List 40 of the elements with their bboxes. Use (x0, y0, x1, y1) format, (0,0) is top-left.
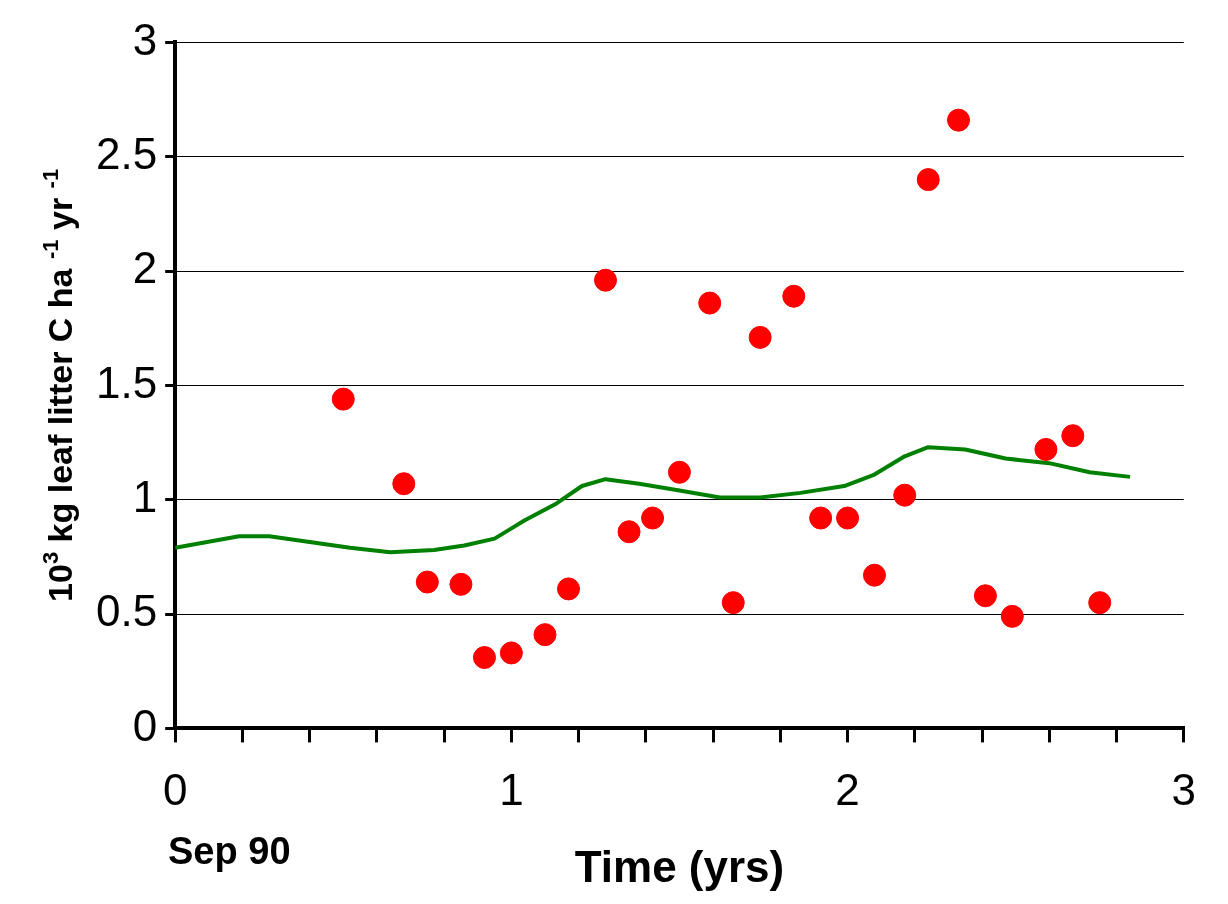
point (1088, 591, 1112, 615)
point (721, 591, 745, 615)
point (947, 108, 971, 132)
point (1061, 424, 1085, 448)
point (916, 168, 940, 192)
y-tick-label: 3 (132, 14, 158, 64)
point (449, 572, 473, 596)
point (557, 577, 581, 601)
point (331, 387, 355, 411)
x-tick-label: 1 (499, 764, 524, 814)
point (617, 520, 641, 544)
point (415, 570, 439, 594)
point (594, 268, 617, 292)
point (862, 563, 886, 587)
y-axis-title: 103 kg leaf litter C ha -1 yr -1 (38, 168, 79, 602)
point (973, 584, 997, 608)
point (836, 506, 860, 530)
point (667, 460, 691, 484)
x-tick-label: 3 (1171, 764, 1197, 814)
point (809, 506, 833, 530)
point (641, 506, 665, 530)
y-tick-label: 1.5 (95, 357, 158, 407)
point (893, 483, 917, 507)
point (748, 325, 772, 349)
x-axis-title: Time (yrs) (574, 841, 785, 891)
point (1034, 437, 1058, 461)
point (782, 284, 806, 308)
point (533, 623, 557, 647)
point (499, 641, 523, 665)
point (1000, 604, 1024, 628)
y-tick-label: 2.5 (95, 128, 158, 178)
y-tick-label: 0.5 (95, 586, 158, 636)
y-tick-label: 0 (132, 700, 158, 750)
x-tick-label: 2 (835, 764, 860, 814)
text: Sep 90 (168, 830, 291, 872)
y-tick-label: 2 (132, 243, 158, 293)
point (698, 291, 722, 315)
point (472, 646, 496, 670)
y-tick-label: 1 (132, 471, 158, 521)
point (392, 472, 416, 496)
